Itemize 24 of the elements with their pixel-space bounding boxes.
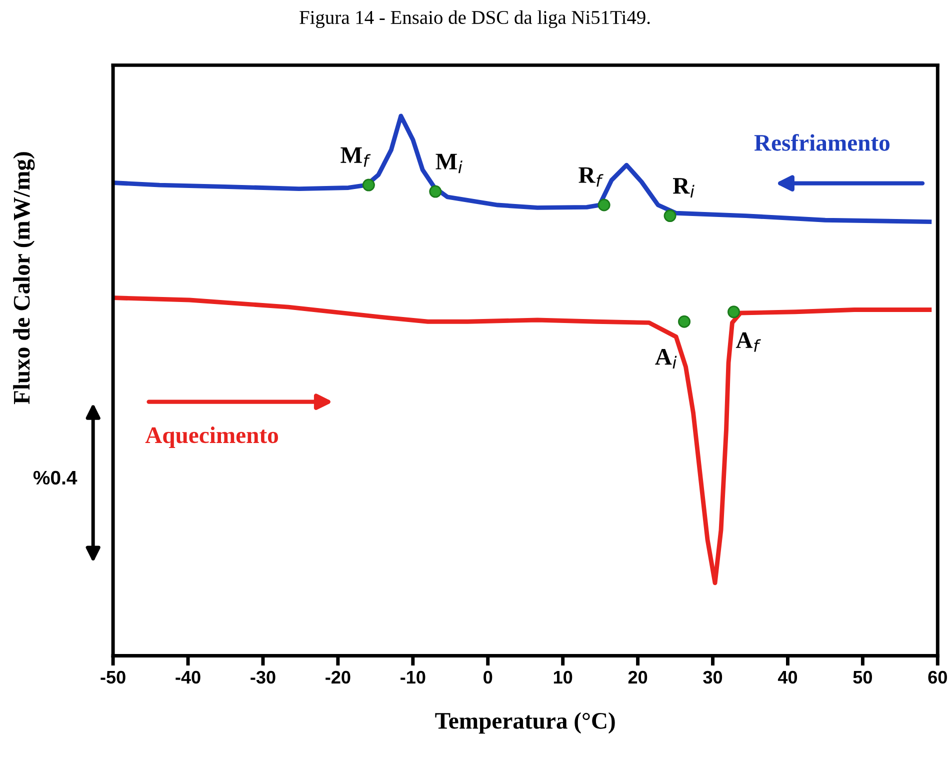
x-tick-label: 40 <box>778 670 798 684</box>
x-tick-label: 20 <box>628 670 648 684</box>
x-tick-label: 30 <box>703 670 722 684</box>
text: %0.4 <box>33 470 78 485</box>
x-tick-label: -20 <box>326 670 350 684</box>
x-tick-label: -50 <box>100 670 126 684</box>
annotation: R$_{f}$ <box>578 167 604 187</box>
text: Resfriamento <box>754 134 890 151</box>
x-tick-label: -10 <box>400 670 426 684</box>
x-tick-label: 50 <box>853 670 872 684</box>
text: Aquecimento <box>145 426 278 448</box>
x-tick-label: 10 <box>554 670 572 684</box>
x-tick-label: -30 <box>250 670 276 684</box>
x-tick-label: -40 <box>176 670 200 684</box>
x-tick-label: 60 <box>928 670 947 684</box>
annotation: M$_{i}$ <box>436 154 462 174</box>
chart-title: Figura 14 - Ensaio de DSC da liga Ni51Ti49. <box>300 10 650 28</box>
y-axis-title: Fluxo de Calor (mW/mg) <box>13 152 35 404</box>
annotation: A$_{f}$ <box>736 332 761 352</box>
annotation: M$_{f}$ <box>340 147 371 167</box>
x-axis-title: Temperatura (°C) <box>435 712 615 734</box>
x-tick-label: 0 <box>484 670 492 684</box>
annotation: A$_{i}$ <box>655 348 677 368</box>
annotation: R$_{i}$ <box>672 178 694 198</box>
